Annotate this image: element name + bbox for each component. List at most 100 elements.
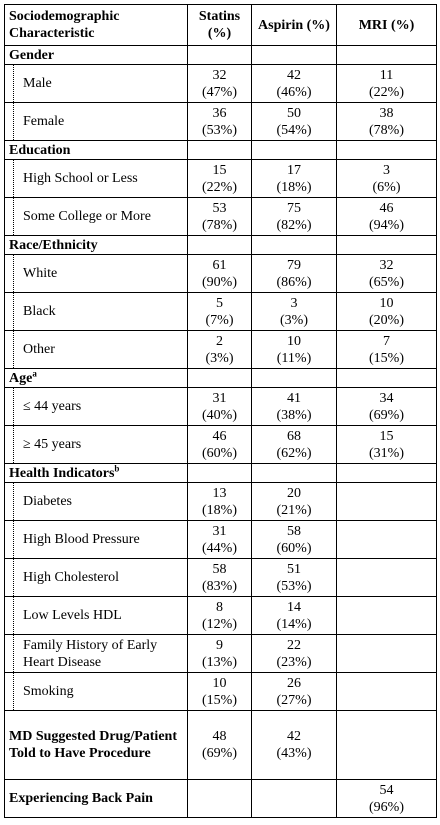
mri-cell: 11 (22%) [336, 64, 437, 103]
statins-cell-percent: (7%) [205, 312, 234, 328]
table-row: Smoking 10 (15%) 26 (27%) [4, 672, 437, 711]
statins-cell-count: 61 [212, 257, 227, 273]
table-row: Female 36 (53%) 50 (54%) 38 (78%) [4, 102, 437, 141]
aspirin-cell-percent: (46%) [276, 84, 312, 100]
row-label: Experiencing Back Pain [4, 779, 188, 818]
row-label: ≥ 45 years [4, 425, 188, 464]
statins-cell: 15 (22%) [187, 159, 252, 198]
table-row: Experiencing Back Pain 54 (96%) [4, 779, 437, 818]
statins-cell-count: 2 [216, 333, 223, 349]
table-row: Male 32 (47%) 42 (46%) 11 (22%) [4, 64, 437, 103]
mri-cell-count: 38 [379, 105, 394, 121]
statins-cell: 5 (7%) [187, 292, 252, 331]
row-label: Black [4, 292, 188, 331]
table-row: Other 2 (3%) 10 (11%) 7 (15%) [4, 330, 437, 369]
section-header-row: Education [4, 140, 437, 160]
statins-cell-percent: (44%) [202, 540, 237, 556]
aspirin-cell: 17 (18%) [251, 159, 337, 198]
mri-cell: 15 (31%) [336, 425, 437, 464]
statins-cell-percent: (69%) [202, 746, 237, 761]
aspirin-cell: 41 (38%) [251, 387, 337, 426]
section-title-cell: Gender [4, 45, 188, 65]
row-label: ≤ 44 years [4, 387, 188, 426]
aspirin-cell-count: 22 [287, 637, 301, 653]
section-header-row: Health Indicatorsb [4, 463, 437, 483]
mri-cell [336, 596, 437, 635]
empty-cell [336, 45, 437, 65]
mri-cell-count: 32 [379, 257, 394, 273]
table-row: Some College or More 53 (78%) 75 (82%) 46 (94%… [4, 197, 437, 236]
row-label: Female [4, 102, 188, 141]
statins-cell: 32 (47%) [187, 64, 252, 103]
statins-cell: 61 (90%) [187, 254, 252, 293]
mri-cell-count: 11 [379, 67, 394, 83]
aspirin-cell: 42 (46%) [251, 64, 337, 103]
aspirin-cell-count: 79 [287, 257, 301, 273]
aspirin-cell-count: 68 [287, 428, 301, 444]
aspirin-cell: 22 (23%) [251, 634, 337, 673]
statins-cell-percent: (90%) [202, 274, 237, 290]
empty-cell [251, 140, 337, 160]
statins-cell-count: 32 [212, 67, 227, 83]
aspirin-cell-count: 51 [287, 561, 301, 577]
mri-cell-percent: (94%) [369, 217, 404, 233]
mri-cell: 3 (6%) [336, 159, 437, 198]
row-label: Some College or More [4, 197, 188, 236]
aspirin-cell-count: 50 [287, 105, 301, 121]
statins-cell-count: 58 [212, 561, 227, 577]
mri-cell: 10 (20%) [336, 292, 437, 331]
statins-cell: 13 (18%) [187, 482, 252, 521]
aspirin-cell: 14 (14%) [251, 596, 337, 635]
aspirin-cell: 42 (43%) [251, 710, 337, 780]
empty-cell [251, 235, 337, 255]
mri-cell-percent: (6%) [372, 179, 401, 195]
aspirin-cell-percent: (23%) [276, 654, 312, 670]
statins-cell-count: 15 [212, 162, 227, 178]
aspirin-cell-count: 14 [287, 599, 301, 615]
section-header-row: Agea [4, 367, 437, 388]
footnote-marker: a [32, 367, 37, 378]
table-header-row: Sociodemographic Characteristic Statins … [4, 4, 437, 46]
table-row: ≥ 45 years 46 (60%) 68 (62%) 15 (31%) [4, 425, 437, 464]
mri-cell: 38 (78%) [336, 102, 437, 141]
row-label: MD Suggested Drug/Patient Told to Have P… [4, 710, 188, 780]
statins-cell [187, 779, 252, 818]
statins-cell-percent: (18%) [202, 502, 237, 518]
mri-cell-percent: (69%) [369, 407, 404, 423]
mri-cell: 54 (96%) [336, 779, 437, 818]
aspirin-cell-count: 42 [287, 729, 301, 744]
aspirin-cell-count: 26 [287, 675, 301, 691]
empty-cell [251, 368, 337, 388]
empty-cell [336, 463, 437, 483]
empty-cell [187, 140, 252, 160]
statins-cell-count: 46 [212, 428, 227, 444]
statins-cell-count: 36 [212, 105, 227, 121]
section-header-row: Gender [4, 45, 437, 65]
aspirin-cell-percent: (21%) [276, 502, 312, 518]
table-row: High Cholesterol 58 (83%) 51 (53%) [4, 558, 437, 597]
aspirin-cell: 75 (82%) [251, 197, 337, 236]
aspirin-cell: 79 (86%) [251, 254, 337, 293]
section-title-cell: Health Indicatorsb [4, 463, 188, 483]
mri-cell [336, 710, 437, 780]
row-label: High School or Less [4, 159, 188, 198]
aspirin-cell-count: 58 [287, 523, 301, 539]
statins-cell-percent: (12%) [202, 616, 237, 632]
section-title: Gender [9, 47, 55, 63]
statins-cell-count: 31 [212, 523, 227, 539]
table-row: Black 5 (7%) 3 (3%) 10 (20%) [4, 292, 437, 331]
statins-cell-count: 8 [216, 599, 223, 615]
mri-cell-count: 7 [383, 333, 390, 349]
aspirin-cell-percent: (60%) [276, 540, 312, 556]
mri-cell-percent: (65%) [369, 274, 404, 290]
table-row: Diabetes 13 (18%) 20 (21%) [4, 482, 437, 521]
aspirin-cell: 3 (3%) [251, 292, 337, 331]
section-header-row: Race/Ethnicity [4, 235, 437, 255]
section-title: Health Indicators [9, 465, 115, 481]
aspirin-cell: 68 (62%) [251, 425, 337, 464]
aspirin-cell-percent: (82%) [276, 217, 312, 233]
aspirin-cell-count: 41 [287, 390, 301, 406]
statins-cell: 53 (78%) [187, 197, 252, 236]
empty-cell [187, 368, 252, 388]
table-row: Low Levels HDL 8 (12%) 14 (14%) [4, 596, 437, 635]
